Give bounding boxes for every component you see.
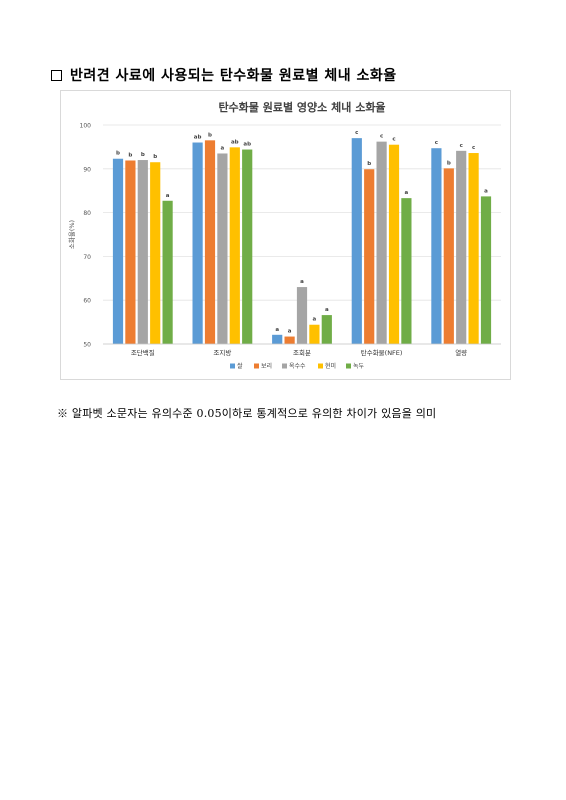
bar-chart: 탄수화물 원료별 영양소 체내 소화율 50 60 70 80 90 100 소화율(%) b b… [68, 100, 501, 370]
bar-significance-label: a [405, 190, 409, 196]
y-tick-label: 90 [83, 166, 91, 173]
page-heading: 반려견 사료에 사용되는 탄수화물 원료별 체내 소화율 [51, 65, 397, 85]
bar [480, 196, 492, 344]
chart-container: 탄수화물 원료별 영양소 체내 소화율 50 60 70 80 90 100 소화율(%) b b… [60, 90, 511, 380]
bar [112, 158, 124, 344]
heading-text: 반려견 사료에 사용되는 탄수화물 원료별 체내 소화율 [70, 68, 397, 84]
legend-swatch [230, 363, 235, 369]
bar [192, 142, 203, 344]
bar-significance-label: b [153, 154, 157, 160]
bar-significance-label: a [300, 279, 304, 285]
bar-significance-label: a [313, 317, 317, 323]
bar [309, 324, 320, 344]
bar [321, 315, 332, 344]
bar [456, 150, 467, 344]
x-tick-label: 조단백질 [131, 348, 155, 357]
x-tick-label: 조지방 [213, 348, 231, 357]
bar-significance-label: c [435, 140, 438, 146]
bar-significance-label: c [472, 145, 475, 151]
legend-label: 옥수수 [289, 363, 306, 370]
chart-title: 탄수화물 원료별 영양소 체내 소화율 [218, 100, 385, 114]
bar [229, 147, 240, 344]
bar-significance-label: a [275, 327, 279, 333]
checkbox-square-icon [51, 69, 62, 81]
bar-significance-label: ab [243, 142, 251, 148]
bar [137, 160, 148, 344]
y-tick-label: 70 [83, 254, 91, 261]
bar-significance-label: a [221, 145, 225, 151]
bar-significance-label: b [367, 161, 371, 167]
y-tick-label: 80 [83, 210, 91, 217]
legend-swatch [282, 363, 287, 369]
bar [204, 140, 216, 344]
bar-significance-label: b [128, 152, 132, 158]
bar-significance-label: a [288, 329, 292, 335]
bar [150, 162, 161, 344]
bar-significance-label: b [116, 151, 120, 157]
bar [468, 153, 479, 344]
bar [376, 141, 387, 344]
legend-label: 녹두 [353, 363, 365, 370]
bar [431, 148, 442, 344]
bar [125, 160, 136, 344]
bar-significance-label: ab [194, 135, 202, 141]
bar [364, 169, 375, 344]
bar-significance-label: b [141, 152, 145, 158]
y-tick-label: 100 [80, 123, 92, 130]
bar-significance-label: c [460, 143, 463, 149]
bar-significance-label: b [208, 132, 212, 138]
bar [217, 153, 228, 344]
bar [284, 336, 295, 344]
legend-swatch [318, 363, 323, 369]
x-tick-label: 열량 [455, 349, 467, 357]
bar [242, 149, 253, 344]
bar-significance-label: ab [231, 139, 239, 145]
bar [443, 168, 454, 344]
x-tick-label: 탄수화물(NFE) [361, 348, 403, 357]
legend-label: 보리 [261, 362, 272, 370]
y-tick-label: 50 [83, 342, 91, 349]
bar-significance-label: b [447, 160, 451, 166]
bar-significance-label: c [380, 134, 383, 140]
y-axis-label: 소화율(%) [68, 220, 76, 249]
bar-significance-label: a [166, 193, 170, 199]
legend-swatch [346, 363, 351, 369]
bar-significance-label: a [484, 188, 488, 194]
x-tick-label: 조회분 [293, 349, 311, 357]
bar-significance-label: c [392, 137, 395, 143]
bar-significance-label: a [325, 307, 329, 313]
y-tick-label: 60 [83, 298, 91, 305]
bar [162, 200, 173, 344]
footnote: ※ 알파벳 소문자는 유의수준 0.05이하로 통계적으로 유의한 차이가 있음… [57, 407, 437, 420]
legend-label: 현미 [325, 362, 336, 370]
legend-label: 쌀 [237, 362, 243, 370]
legend-swatch [254, 363, 259, 369]
bar [351, 138, 362, 344]
bar [401, 198, 412, 344]
bar [272, 334, 283, 344]
bar-significance-label: c [355, 130, 358, 136]
bar [388, 144, 400, 344]
bar [296, 287, 308, 344]
